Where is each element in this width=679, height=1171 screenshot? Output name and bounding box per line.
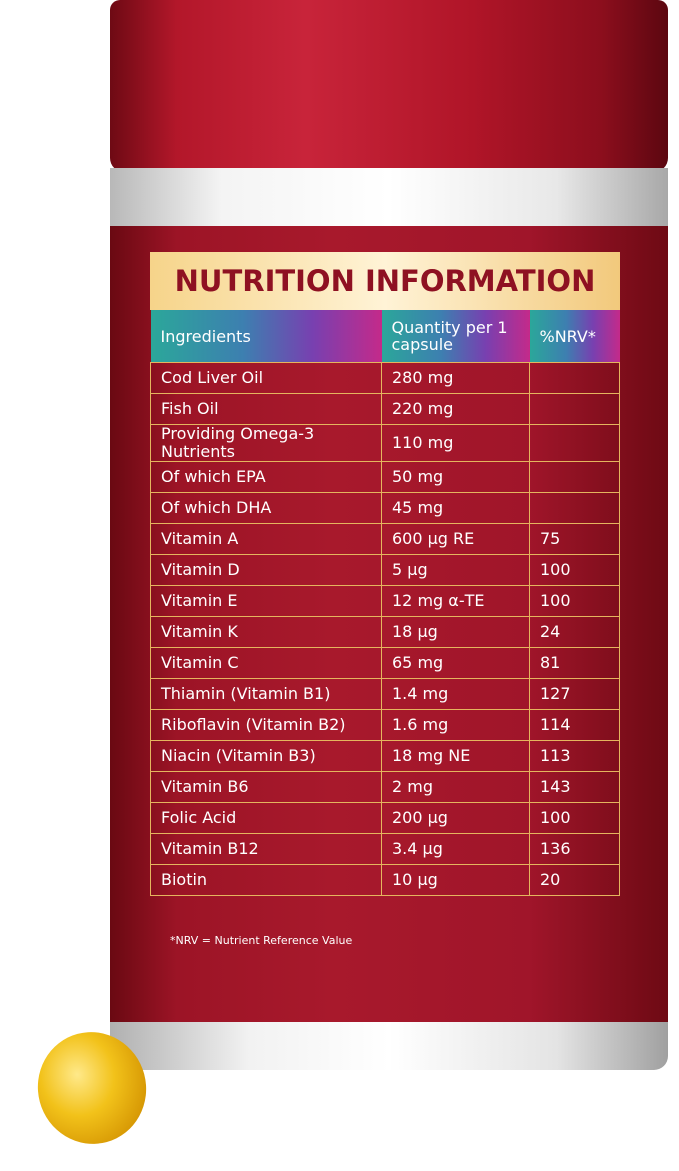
title: NUTRITION INFORMATION bbox=[150, 252, 620, 310]
header-cell: %NRV* bbox=[529, 310, 620, 363]
nrv-cell: 100 bbox=[529, 585, 620, 617]
quantity-cell: 1.4 mg bbox=[381, 678, 530, 710]
quantity-cell: 3.4 µg bbox=[381, 833, 530, 865]
table-row: Vitamin A 600 µg RE 75 bbox=[150, 523, 620, 555]
jar-band bbox=[110, 168, 668, 230]
nrv-cell bbox=[529, 492, 620, 524]
ingredient-cell: Fish Oil bbox=[150, 393, 382, 425]
nrv-cell: 75 bbox=[529, 523, 620, 555]
table-row: Niacin (Vitamin B3) 18 mg NE 113 bbox=[150, 740, 620, 772]
nrv-cell: 100 bbox=[529, 554, 620, 586]
ingredient-cell: Riboflavin (Vitamin B2) bbox=[150, 709, 382, 741]
quantity-cell: 65 mg bbox=[381, 647, 530, 679]
header-cell: Ingredients bbox=[150, 310, 382, 363]
table-row: Of which EPA 50 mg bbox=[150, 461, 620, 493]
nrv-cell: 24 bbox=[529, 616, 620, 648]
ingredient-cell: Thiamin (Vitamin B1) bbox=[150, 678, 382, 710]
ingredient-cell: Vitamin D bbox=[150, 554, 382, 586]
ingredient-cell: Of which DHA bbox=[150, 492, 382, 524]
quantity-cell: 45 mg bbox=[381, 492, 530, 524]
ingredient-cell: Providing Omega-3 Nutrients bbox=[150, 424, 382, 462]
table-row: Vitamin B12 3.4 µg 136 bbox=[150, 833, 620, 865]
quantity-cell: 280 mg bbox=[381, 362, 530, 394]
table-row: Riboflavin (Vitamin B2) 1.6 mg 114 bbox=[150, 709, 620, 741]
ingredient-cell: Vitamin B12 bbox=[150, 833, 382, 865]
table-row: Vitamin E 12 mg α-TE 100 bbox=[150, 585, 620, 617]
ingredient-cell: Of which EPA bbox=[150, 461, 382, 493]
ingredient-cell: Vitamin K bbox=[150, 616, 382, 648]
nrv-cell: 136 bbox=[529, 833, 620, 865]
table-row: Vitamin C 65 mg 81 bbox=[150, 647, 620, 679]
table-row: Folic Acid 200 µg 100 bbox=[150, 802, 620, 834]
quantity-cell: 2 mg bbox=[381, 771, 530, 803]
quantity-cell: 220 mg bbox=[381, 393, 530, 425]
ingredient-cell: Biotin bbox=[150, 864, 382, 896]
table-row: Fish Oil 220 mg bbox=[150, 393, 620, 425]
nrv-cell: 100 bbox=[529, 802, 620, 834]
ingredient-cell: Cod Liver Oil bbox=[150, 362, 382, 394]
quantity-cell: 5 µg bbox=[381, 554, 530, 586]
nrv-cell: 81 bbox=[529, 647, 620, 679]
quantity-cell: 18 µg bbox=[381, 616, 530, 648]
nrv-cell: 114 bbox=[529, 709, 620, 741]
footnote: *NRV = Nutrient Reference Value bbox=[170, 934, 353, 947]
ingredient-cell: Niacin (Vitamin B3) bbox=[150, 740, 382, 772]
nrv-cell: 127 bbox=[529, 678, 620, 710]
ingredient-cell: Vitamin E bbox=[150, 585, 382, 617]
header-row: Ingredients Quantity per 1 capsule %NRV* bbox=[150, 310, 620, 363]
nrv-cell bbox=[529, 393, 620, 425]
nrv-cell: 143 bbox=[529, 771, 620, 803]
quantity-cell: 10 µg bbox=[381, 864, 530, 896]
jar-bottom bbox=[110, 1022, 668, 1070]
quantity-cell: 12 mg α-TE bbox=[381, 585, 530, 617]
nrv-cell bbox=[529, 424, 620, 462]
quantity-cell: 110 mg bbox=[381, 424, 530, 462]
nrv-cell bbox=[529, 362, 620, 394]
ingredient-cell: Vitamin A bbox=[150, 523, 382, 555]
nutrition-table: Ingredients Quantity per 1 capsule %NRV*… bbox=[150, 310, 620, 896]
nrv-cell bbox=[529, 461, 620, 493]
jar-cap bbox=[110, 0, 668, 172]
table-row: Vitamin K 18 µg 24 bbox=[150, 616, 620, 648]
table-row: Cod Liver Oil 280 mg bbox=[150, 362, 620, 394]
nrv-cell: 20 bbox=[529, 864, 620, 896]
ingredient-cell: Vitamin B6 bbox=[150, 771, 382, 803]
quantity-cell: 600 µg RE bbox=[381, 523, 530, 555]
table-row: Of which DHA 45 mg bbox=[150, 492, 620, 524]
table-row: Biotin 10 µg 20 bbox=[150, 864, 620, 896]
ingredient-cell: Folic Acid bbox=[150, 802, 382, 834]
table-row: Vitamin B6 2 mg 143 bbox=[150, 771, 620, 803]
quantity-cell: 50 mg bbox=[381, 461, 530, 493]
table-row: Thiamin (Vitamin B1) 1.4 mg 127 bbox=[150, 678, 620, 710]
quantity-cell: 1.6 mg bbox=[381, 709, 530, 741]
nrv-cell: 113 bbox=[529, 740, 620, 772]
table-row: Providing Omega-3 Nutrients 110 mg bbox=[150, 424, 620, 462]
ingredient-cell: Vitamin C bbox=[150, 647, 382, 679]
quantity-cell: 18 mg NE bbox=[381, 740, 530, 772]
header-cell: Quantity per 1 capsule bbox=[381, 310, 530, 363]
quantity-cell: 200 µg bbox=[381, 802, 530, 834]
